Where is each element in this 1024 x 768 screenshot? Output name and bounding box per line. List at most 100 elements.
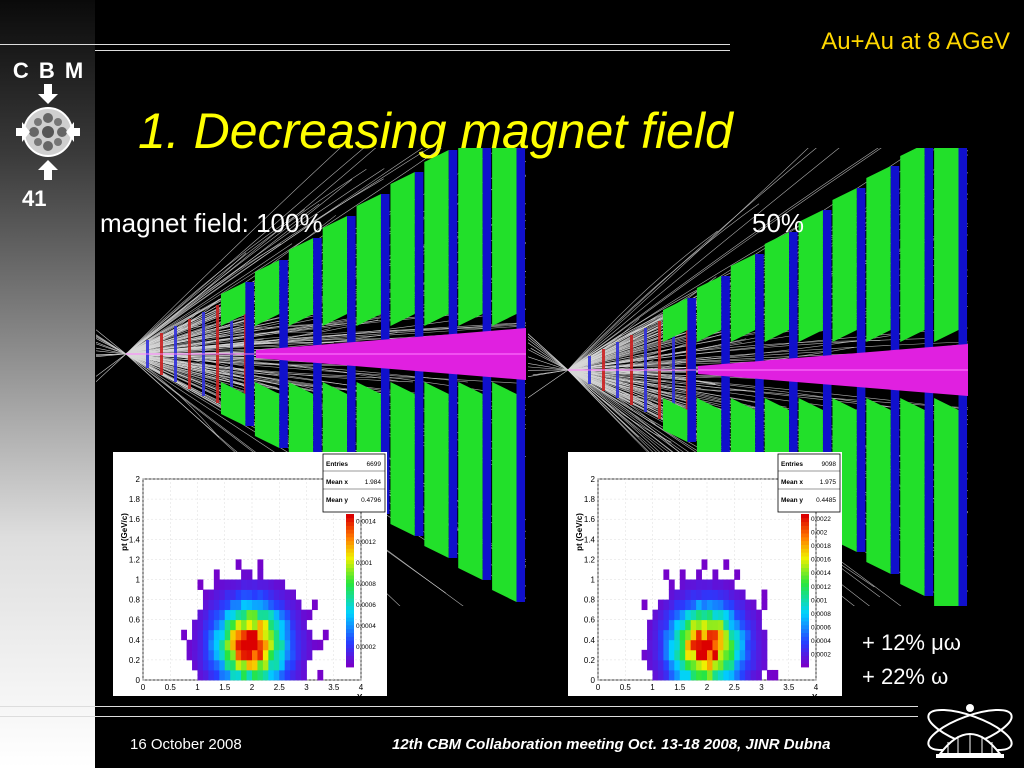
color-scale-cell bbox=[346, 552, 354, 557]
heatmap-cell bbox=[279, 619, 286, 631]
heatmap-cell bbox=[723, 639, 730, 651]
heatmap-cell bbox=[756, 669, 762, 681]
heatmap-cell bbox=[268, 629, 275, 641]
heatmap-cell bbox=[674, 609, 681, 621]
y-tick-label: 1.6 bbox=[584, 515, 596, 524]
heatmap-cell bbox=[230, 659, 237, 671]
x-tick-label: 2 bbox=[250, 683, 255, 692]
y-tick-label: 0.6 bbox=[129, 616, 141, 625]
heatmap-cell bbox=[252, 659, 258, 671]
heatmap-cell bbox=[311, 639, 318, 651]
heatmap-cell bbox=[685, 649, 692, 661]
heatmap-cell bbox=[213, 619, 220, 631]
heatmap-cell bbox=[241, 589, 247, 600]
heatmap-cell bbox=[717, 609, 724, 621]
heatmap-cell bbox=[701, 609, 708, 621]
heatmap-cell bbox=[723, 609, 730, 621]
color-scale-cell bbox=[801, 544, 809, 549]
heatmap-cell bbox=[728, 619, 735, 631]
stats-label: Mean y bbox=[326, 497, 348, 504]
heatmap-cell bbox=[690, 639, 697, 651]
heatmap-cell bbox=[202, 669, 209, 681]
heatmap-cell bbox=[685, 619, 692, 631]
heatmap-cell bbox=[761, 629, 768, 641]
heatmap-cell bbox=[213, 579, 220, 590]
color-scale-label: 0.001 bbox=[811, 597, 828, 604]
bottom-rule bbox=[0, 716, 918, 717]
heatmap-cell bbox=[246, 619, 253, 631]
color-scale-cell bbox=[801, 632, 809, 637]
heatmap-cell bbox=[290, 659, 296, 671]
detector-station bbox=[492, 382, 517, 602]
color-scale-cell bbox=[346, 628, 354, 633]
heatmap-cell bbox=[246, 649, 253, 661]
heatmap-cell bbox=[734, 599, 741, 611]
heatmap-cell bbox=[213, 659, 220, 671]
heatmap-cell bbox=[657, 629, 664, 641]
x-tick-label: 3 bbox=[759, 683, 764, 692]
color-scale-label: 0.0004 bbox=[811, 638, 831, 645]
heatmap-cell bbox=[717, 579, 724, 590]
heatmap-cell bbox=[262, 599, 269, 611]
color-scale-label: 0.0008 bbox=[811, 611, 831, 618]
heatmap-cell bbox=[235, 629, 242, 641]
heatmap-cell bbox=[246, 609, 253, 621]
color-scale-label: 0.0012 bbox=[811, 584, 831, 591]
color-scale-cell bbox=[346, 647, 354, 653]
heatmap-cell bbox=[761, 649, 768, 661]
color-scale-cell bbox=[801, 628, 809, 633]
heatmap-cell bbox=[739, 649, 746, 661]
heatmap-cell bbox=[241, 659, 247, 671]
heatmap-cell bbox=[279, 659, 286, 671]
heatmap-cell bbox=[192, 649, 198, 661]
heatmap-cell bbox=[728, 659, 735, 671]
detector-station bbox=[663, 398, 688, 442]
color-scale-cell bbox=[801, 540, 809, 545]
color-scale-cell bbox=[346, 548, 354, 553]
heatmap-cell bbox=[668, 649, 675, 661]
heatmap-cell bbox=[685, 629, 692, 641]
heatmap-cell bbox=[224, 649, 231, 661]
color-scale-cell bbox=[346, 632, 354, 637]
heatmap-cell bbox=[279, 669, 286, 681]
bottom-rule bbox=[0, 706, 918, 707]
heatmap-cell bbox=[246, 669, 253, 681]
heatmap-cell bbox=[707, 599, 713, 611]
y-tick-label: 1.6 bbox=[129, 515, 141, 524]
heatmap-cell bbox=[652, 649, 659, 661]
heatmap-cell bbox=[241, 649, 247, 661]
heatmap-cell bbox=[192, 629, 198, 641]
heatmap-cell bbox=[696, 649, 702, 661]
heatmap-cell bbox=[208, 629, 215, 641]
heatmap-cell bbox=[690, 669, 697, 681]
heatmap-cell bbox=[268, 649, 275, 661]
heatmap-cell bbox=[696, 619, 702, 631]
stats-value: 0.4796 bbox=[361, 497, 381, 504]
heatmap-cell bbox=[739, 599, 746, 611]
heatmap-cell bbox=[756, 659, 762, 671]
heatmap-cell bbox=[663, 619, 670, 631]
slide-title: 1. Decreasing magnet field bbox=[138, 103, 733, 159]
heatmap-cell bbox=[219, 609, 226, 621]
heatmap-cell bbox=[690, 589, 697, 600]
heatmap-cell bbox=[745, 639, 751, 651]
heatmap-cell bbox=[679, 569, 686, 580]
heatmap-cell bbox=[252, 609, 258, 621]
heatmap-cell bbox=[750, 659, 757, 671]
heatmap-cell bbox=[290, 669, 296, 681]
heatmap-cell bbox=[647, 659, 653, 671]
heatmap-cell bbox=[284, 589, 291, 600]
color-scale-label: 0.001 bbox=[356, 560, 373, 567]
heatmap-cell bbox=[202, 639, 209, 651]
color-scale-cell bbox=[346, 586, 354, 591]
heatmap-cell bbox=[761, 599, 768, 611]
x-tick-label: 1 bbox=[195, 683, 200, 692]
y-tick-label: 1.8 bbox=[129, 495, 141, 504]
x-tick-label: 2.5 bbox=[274, 683, 286, 692]
heatmap-cell bbox=[701, 629, 708, 641]
heatmap-cell bbox=[696, 669, 702, 681]
heatmap-cell bbox=[696, 659, 702, 671]
color-scale-cell bbox=[346, 624, 354, 630]
heatmap-cell bbox=[268, 609, 275, 621]
stats-value: 6699 bbox=[367, 461, 382, 468]
